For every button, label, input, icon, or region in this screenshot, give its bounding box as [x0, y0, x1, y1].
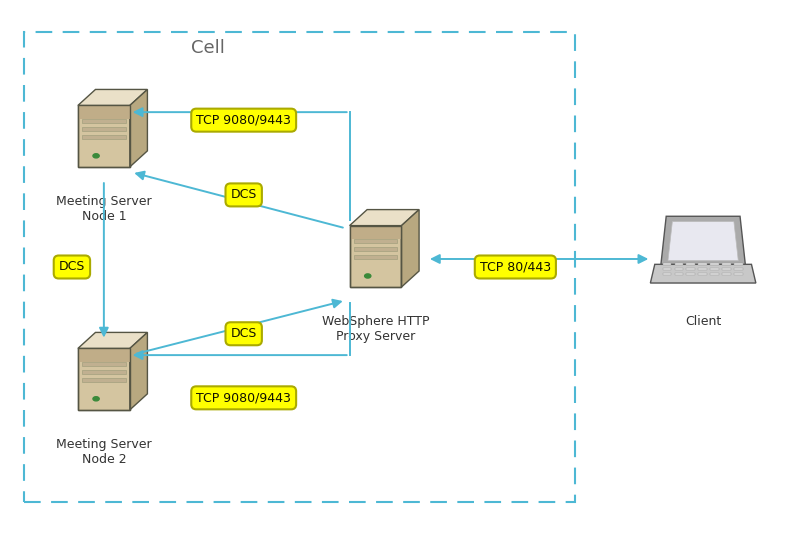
Text: Cell: Cell: [191, 39, 225, 57]
FancyBboxPatch shape: [82, 127, 125, 131]
FancyBboxPatch shape: [78, 106, 129, 119]
Polygon shape: [401, 209, 419, 287]
Circle shape: [93, 154, 99, 158]
FancyBboxPatch shape: [698, 268, 707, 270]
Text: Meeting Server
Node 1: Meeting Server Node 1: [56, 195, 152, 223]
FancyBboxPatch shape: [82, 378, 125, 382]
Text: DCS: DCS: [58, 261, 85, 273]
Text: DCS: DCS: [230, 189, 257, 201]
Polygon shape: [350, 209, 419, 225]
FancyBboxPatch shape: [82, 135, 125, 139]
FancyBboxPatch shape: [722, 268, 731, 270]
FancyBboxPatch shape: [78, 106, 129, 167]
FancyBboxPatch shape: [354, 239, 397, 244]
FancyBboxPatch shape: [674, 268, 683, 270]
Text: TCP 9080/9443: TCP 9080/9443: [197, 391, 291, 404]
FancyBboxPatch shape: [78, 348, 129, 410]
Text: TCP 80/443: TCP 80/443: [479, 261, 551, 273]
FancyBboxPatch shape: [78, 348, 129, 362]
FancyBboxPatch shape: [662, 263, 671, 265]
FancyBboxPatch shape: [82, 119, 125, 123]
Polygon shape: [129, 89, 148, 167]
Polygon shape: [129, 332, 148, 410]
Polygon shape: [661, 216, 745, 264]
FancyBboxPatch shape: [710, 268, 719, 270]
FancyBboxPatch shape: [722, 273, 731, 276]
FancyBboxPatch shape: [662, 268, 671, 270]
Polygon shape: [650, 264, 756, 283]
FancyBboxPatch shape: [662, 273, 671, 276]
FancyBboxPatch shape: [734, 273, 743, 276]
FancyBboxPatch shape: [710, 273, 719, 276]
FancyBboxPatch shape: [686, 268, 695, 270]
FancyBboxPatch shape: [82, 362, 125, 366]
FancyBboxPatch shape: [698, 263, 707, 265]
Polygon shape: [668, 222, 738, 261]
FancyBboxPatch shape: [734, 268, 743, 270]
FancyBboxPatch shape: [354, 255, 397, 260]
Text: TCP 9080/9443: TCP 9080/9443: [197, 114, 291, 127]
Text: DCS: DCS: [230, 327, 257, 340]
FancyBboxPatch shape: [734, 263, 743, 265]
FancyBboxPatch shape: [698, 273, 707, 276]
FancyBboxPatch shape: [354, 247, 397, 252]
FancyBboxPatch shape: [686, 273, 695, 276]
FancyBboxPatch shape: [350, 225, 401, 239]
Polygon shape: [78, 89, 148, 106]
FancyBboxPatch shape: [674, 263, 683, 265]
FancyBboxPatch shape: [674, 273, 683, 276]
Circle shape: [93, 397, 99, 401]
Polygon shape: [78, 332, 148, 348]
FancyBboxPatch shape: [686, 263, 695, 265]
FancyBboxPatch shape: [82, 370, 125, 374]
Text: WebSphere HTTP
Proxy Server: WebSphere HTTP Proxy Server: [322, 315, 429, 343]
FancyBboxPatch shape: [722, 263, 731, 265]
FancyBboxPatch shape: [350, 225, 401, 287]
Text: Client: Client: [685, 315, 721, 328]
Text: Meeting Server
Node 2: Meeting Server Node 2: [56, 438, 152, 466]
FancyBboxPatch shape: [710, 263, 719, 265]
Circle shape: [364, 274, 371, 278]
